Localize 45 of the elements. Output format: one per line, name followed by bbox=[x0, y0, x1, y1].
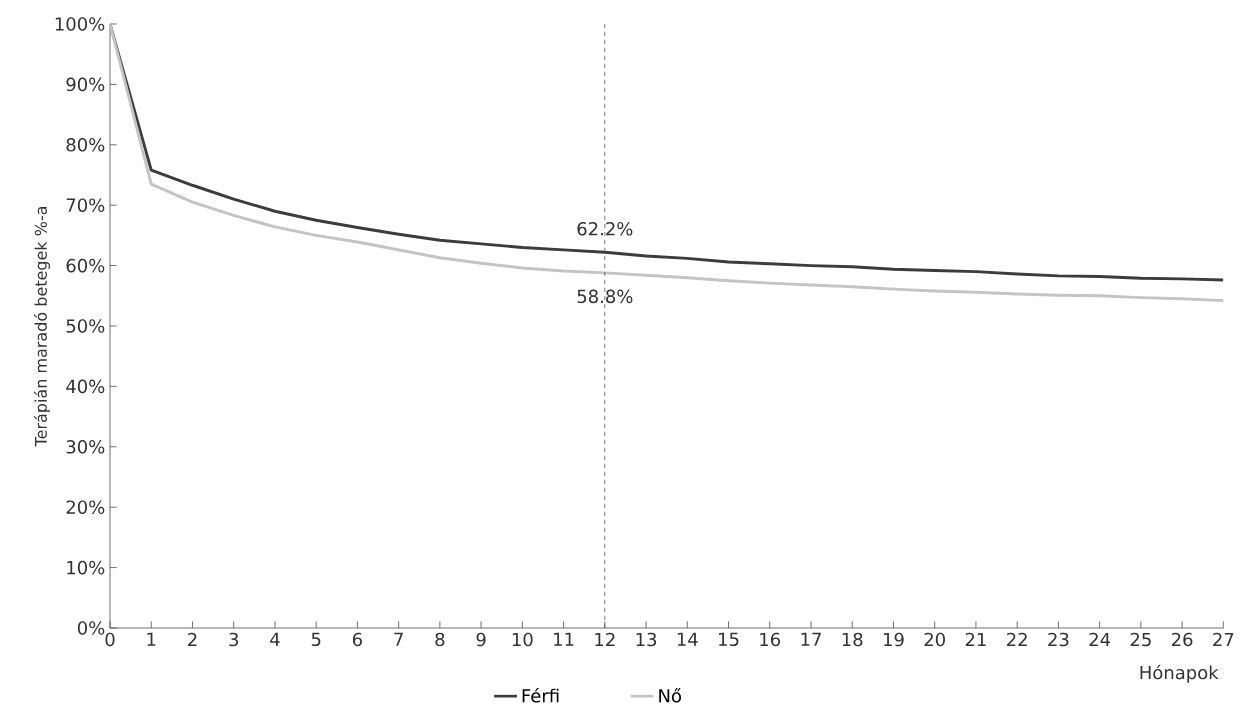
y-tick-label: 70% bbox=[66, 198, 105, 212]
x-tick-label: 3 bbox=[229, 632, 238, 647]
y-tick-label: 100% bbox=[55, 17, 105, 31]
x-tick-label: 17 bbox=[801, 632, 821, 646]
x-tick-label: 6 bbox=[352, 632, 363, 647]
x-tick-label: 24 bbox=[1089, 632, 1111, 647]
x-tick-label: 20 bbox=[924, 632, 945, 647]
x-tick-label: 25 bbox=[1130, 632, 1151, 647]
y-axis-title: Terápián maradó betegek %-a bbox=[33, 206, 51, 447]
x-tick-label: 12 bbox=[595, 632, 615, 647]
y-tick-label: 0% bbox=[77, 621, 105, 635]
x-tick-label: 13 bbox=[636, 632, 657, 647]
annotation: 58.8% bbox=[577, 289, 633, 304]
x-tick-label: 21 bbox=[965, 632, 986, 647]
y-tick-label: 30% bbox=[66, 439, 105, 454]
x-tick-label: 16 bbox=[760, 632, 781, 647]
annotation: 62.2% bbox=[577, 221, 633, 236]
x-tick-label: 11 bbox=[554, 632, 574, 646]
y-tick-label: 90% bbox=[66, 77, 105, 92]
y-tick-label: 10% bbox=[67, 560, 105, 575]
y-tick-label: 40% bbox=[66, 379, 105, 394]
x-tick-label: 23 bbox=[1048, 632, 1069, 647]
x-tick-label: 7 bbox=[394, 632, 403, 646]
legend-label: Férfi bbox=[522, 687, 559, 703]
x-tick-label: 4 bbox=[270, 632, 280, 646]
y-tick-label: 50% bbox=[66, 319, 105, 333]
y-tick-label: 80% bbox=[66, 137, 105, 152]
x-tick-label: 14 bbox=[677, 632, 698, 646]
x-tick-label: 15 bbox=[719, 632, 739, 647]
x-tick-label: 9 bbox=[476, 632, 486, 647]
x-tick-label: 10 bbox=[512, 632, 533, 647]
x-tick-label: 27 bbox=[1213, 632, 1234, 647]
x-tick-label: 0 bbox=[105, 632, 115, 647]
x-tick-label: 1 bbox=[147, 632, 156, 646]
x-axis-title: Hónapok bbox=[1140, 664, 1219, 683]
legend-label: Nő bbox=[659, 687, 682, 703]
x-tick-label: 5 bbox=[311, 632, 321, 647]
x-tick-label: 2 bbox=[188, 632, 197, 647]
y-tick-label: 60% bbox=[66, 258, 105, 273]
x-tick-label: 26 bbox=[1171, 632, 1193, 647]
x-tick-label: 8 bbox=[435, 632, 445, 647]
x-tick-label: 22 bbox=[1007, 632, 1027, 647]
x-tick-label: 19 bbox=[883, 632, 904, 647]
x-tick-label: 18 bbox=[842, 632, 863, 647]
y-tick-label: 20% bbox=[66, 500, 105, 514]
